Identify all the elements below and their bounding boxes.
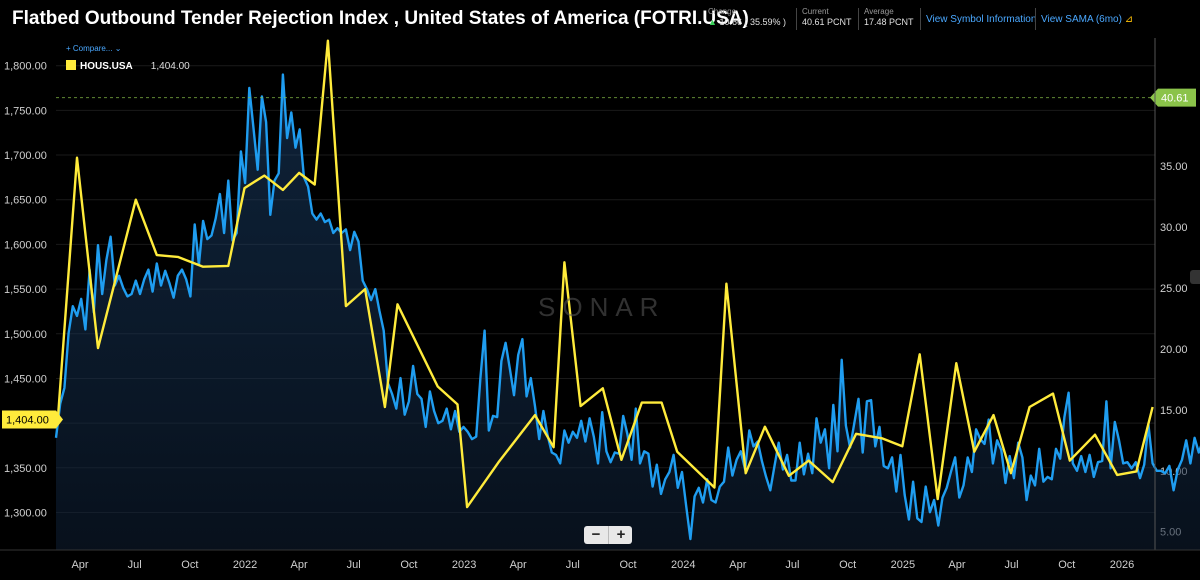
left-axis-tick-label: 1,450.00 — [4, 373, 47, 385]
left-axis-tick-label: 1,500.00 — [4, 329, 47, 341]
x-axis-tick-label: Oct — [400, 559, 417, 571]
x-axis-tick-label: Apr — [71, 559, 88, 571]
hous-series-line — [56, 39, 1154, 509]
side-panel-handle[interactable] — [1190, 270, 1200, 284]
compare-label: Compare... — [72, 44, 113, 53]
legend-entry-hous[interactable]: HOUS.USA 1,404.00 — [66, 60, 190, 72]
right-axis-tick-label: 30.00 — [1160, 222, 1188, 234]
chart-title: Flatbed Outbound Tender Rejection Index … — [12, 8, 749, 29]
chart-header: Flatbed Outbound Tender Rejection Index … — [0, 0, 1200, 38]
chevron-down-icon: ⌄ — [114, 44, 122, 53]
x-axis-tick-label: 2024 — [671, 559, 695, 571]
x-axis-tick-label: Oct — [619, 559, 636, 571]
view-symbol-information-link[interactable]: View Symbol Information — [926, 14, 1037, 25]
change-stat: Change ▲ 10.66 ( 35.59% ) — [708, 6, 786, 28]
view-sama-label: View SAMA (6mo) — [1041, 14, 1122, 25]
left-axis-tick-label: 1,550.00 — [4, 284, 47, 296]
right-axis-tick-label: 25.00 — [1160, 283, 1188, 295]
sama-chart-icon: ⊿ — [1124, 14, 1134, 25]
legend-swatch — [66, 60, 76, 70]
x-axis-tick-label: 2022 — [233, 559, 257, 571]
left-axis-tick-label: 1,800.00 — [4, 61, 47, 73]
left-axis-tick-label: 1,750.00 — [4, 105, 47, 117]
current-value-text: 40.61 — [1161, 93, 1189, 105]
right-axis-tick-label: 20.00 — [1160, 344, 1188, 356]
left-value-badge: 1,404.00 — [2, 410, 63, 429]
zoom-controls: − + — [584, 526, 632, 544]
right-axis-tick-label: 15.00 — [1160, 405, 1188, 417]
x-axis-tick-label: Apr — [291, 559, 308, 571]
change-value: 10.66 ( 35.59% ) — [719, 17, 786, 27]
change-label: Change — [708, 7, 737, 16]
plus-icon: + — [66, 44, 71, 53]
left-axis-tick-label: 1,300.00 — [4, 507, 47, 519]
view-sama-link[interactable]: View SAMA (6mo) ⊿ — [1041, 14, 1133, 25]
right-axis-tick-label: 35.00 — [1160, 161, 1188, 173]
current-label: Current — [802, 7, 829, 16]
left-axis-tick-label: 1,650.00 — [4, 195, 47, 207]
x-axis-tick-label: 2026 — [1110, 559, 1134, 571]
legend-series-value: 1,404.00 — [150, 61, 190, 72]
up-arrow-icon: ▲ — [708, 17, 717, 27]
left-axis-tick-label: 1,350.00 — [4, 463, 47, 475]
zoom-in-button[interactable]: + — [608, 526, 633, 544]
x-axis-tick-label: 2025 — [891, 559, 915, 571]
average-label: Average — [864, 7, 894, 16]
legend-series-name: HOUS.USA — [80, 61, 133, 72]
x-axis-tick-label: Jul — [785, 559, 799, 571]
compare-link[interactable]: + Compare... ⌄ — [66, 44, 121, 53]
current-value-badge: 40.61 — [1150, 88, 1196, 107]
left-value-text: 1,404.00 — [6, 415, 49, 427]
average-value: 17.48 PCNT — [864, 17, 914, 27]
x-axis-tick-label: Apr — [729, 559, 746, 571]
x-axis-tick-label: Jul — [566, 559, 580, 571]
zoom-out-button[interactable]: − — [591, 526, 601, 543]
x-axis-tick-label: 2023 — [452, 559, 476, 571]
current-stat: Current 40.61 PCNT — [802, 6, 852, 28]
fotri-area-fill — [56, 74, 1200, 550]
x-axis-tick-label: Oct — [839, 559, 856, 571]
left-axis-tick-label: 1,700.00 — [4, 150, 47, 162]
x-axis-tick-label: Oct — [1058, 559, 1075, 571]
x-axis-tick-label: Apr — [948, 559, 965, 571]
x-axis-tick-label: Oct — [181, 559, 198, 571]
left-axis-tick-label: 1,600.00 — [4, 239, 47, 251]
average-stat: Average 17.48 PCNT — [864, 6, 914, 28]
x-axis-tick-label: Jul — [128, 559, 142, 571]
x-axis-tick-label: Jul — [347, 559, 361, 571]
x-axis-tick-label: Jul — [1005, 559, 1019, 571]
x-axis-tick-label: Apr — [510, 559, 527, 571]
sonar-watermark: SONAR — [538, 292, 666, 322]
current-value: 40.61 PCNT — [802, 17, 852, 27]
